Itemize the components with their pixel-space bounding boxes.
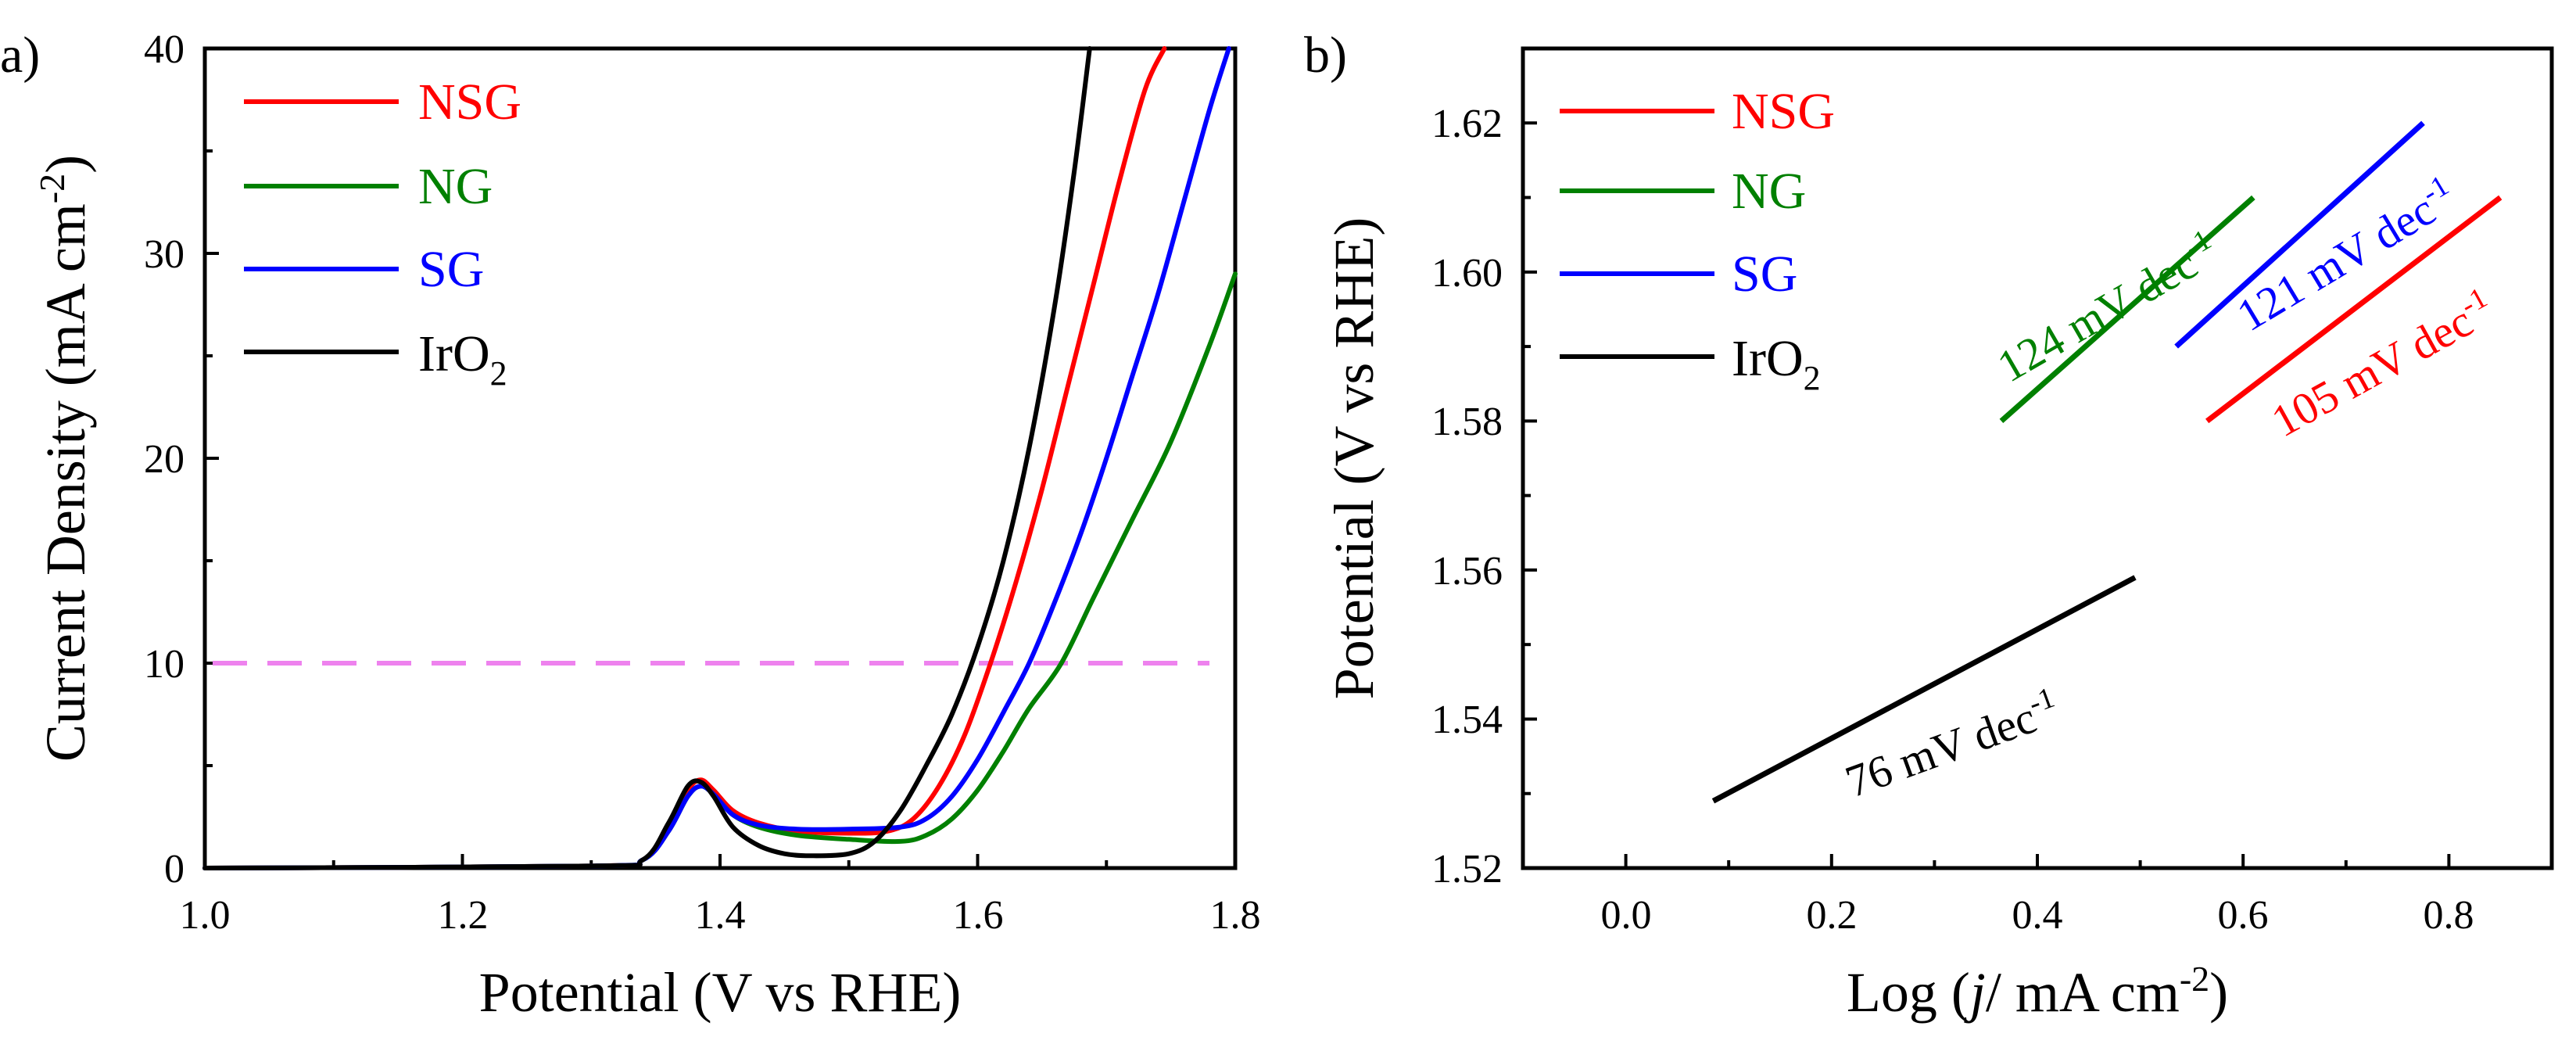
x-tick-label-1-2: 1.2 xyxy=(438,893,489,938)
tafel-line-iro2 xyxy=(1711,575,2137,804)
x-tick-label-0-8: 0.8 xyxy=(2424,893,2474,938)
x-tick-label-0-4: 0.4 xyxy=(2012,893,2063,938)
y-tick-label-1-52: 1.52 xyxy=(1431,847,1503,892)
legend-b-iro2-sub: 2 xyxy=(1804,359,1821,397)
x-tick-label-0-0: 0.0 xyxy=(1601,893,1652,938)
legend-b-sg-label: SG xyxy=(1732,246,1797,303)
legend-a-nsg-label: NSG xyxy=(418,74,521,131)
annotation-nsg-text: 105 mV dec xyxy=(2263,296,2481,447)
x-axis-label-pre: Log ( xyxy=(1847,961,1970,1024)
panel-b-annotations: 124 mV dec-1 121 mV dec-1 105 mV dec-1 7… xyxy=(1838,169,2492,807)
annotation-ng-slope: 124 mV dec-1 xyxy=(1988,223,2227,392)
series-line-a-iro2 xyxy=(202,46,1092,870)
panel-b-x-axis-label: Log (j/ mA cm-2) xyxy=(1847,959,2228,1024)
x-tick-label-0-6: 0.6 xyxy=(2218,893,2269,938)
x-axis-label-mid: / mA cm xyxy=(1986,961,2180,1024)
legend-b-iro2-label: IrO2 xyxy=(1732,330,1821,397)
y-axis-label-main: Current Density (mA cm xyxy=(34,203,97,762)
legend-a-iro2-label: IrO2 xyxy=(418,325,507,393)
y-tick-label-30: 30 xyxy=(144,232,185,277)
y-tick-label-1-58: 1.58 xyxy=(1431,400,1503,444)
panel-a-axes-frame xyxy=(202,46,1238,870)
legend-b-ng-label: NG xyxy=(1732,163,1806,220)
y-tick-label-1-60: 1.60 xyxy=(1431,251,1503,296)
panel-a-ticks xyxy=(203,47,1237,870)
series-line-a-nsg xyxy=(202,46,1167,870)
legend-a-iro2-main: IrO xyxy=(418,325,490,382)
tafel-line-nsg xyxy=(2205,195,2503,424)
x-tick-label-1-8: 1.8 xyxy=(1210,893,1261,938)
series-line-a-ng xyxy=(202,271,1238,870)
y-tick-label-0: 0 xyxy=(164,847,185,892)
y-tick-label-1-54: 1.54 xyxy=(1431,698,1503,742)
series-line-a-sg xyxy=(202,46,1231,870)
x-tick-label-0-2: 0.2 xyxy=(1807,893,1858,938)
y-tick-label-1-62: 1.62 xyxy=(1431,102,1503,146)
annotation-ng-text: 124 mV dec xyxy=(1989,238,2205,393)
panel-a-x-tick-labels: 1.0 1.2 1.4 1.6 1.8 xyxy=(180,893,1261,938)
x-axis-label-tail: ) xyxy=(2209,961,2228,1024)
annotation-iro2-text: 76 mV dec xyxy=(1839,691,2042,807)
x-tick-label-1-0: 1.0 xyxy=(180,893,231,938)
panel-b-series xyxy=(1711,120,2503,804)
x-tick-label-1-4: 1.4 xyxy=(695,893,746,938)
legend-b-iro2-main: IrO xyxy=(1732,330,1804,387)
tafel-line-sg xyxy=(2174,120,2425,349)
annotation-iro2-slope: 76 mV dec-1 xyxy=(1838,681,2065,807)
panel-a-legend: NSG NG SG IrO2 xyxy=(244,74,521,393)
x-tick-label-1-6: 1.6 xyxy=(953,893,1004,938)
y-tick-label-40: 40 xyxy=(144,27,185,72)
y-tick-label-20: 20 xyxy=(144,437,185,482)
panel-a-x-axis-label: Potential (V vs RHE) xyxy=(479,961,962,1024)
y-tick-label-1-56: 1.56 xyxy=(1431,549,1503,594)
tafel-line-ng xyxy=(1999,195,2255,423)
panel-b-y-axis-label: Potential (V vs RHE) xyxy=(1323,217,1385,700)
panel-b: b) 0.0 0.2 0.4 0.6 0.8 1.52 1.54 1.56 1.… xyxy=(1304,27,2554,1024)
panel-a: a) 1.0 1.2 1.4 1.6 1.8 0 10 20 30 40 Pot… xyxy=(0,27,1261,1024)
panel-b-ticks xyxy=(1521,121,2451,870)
y-tick-label-10: 10 xyxy=(144,642,185,687)
panel-b-x-tick-labels: 0.0 0.2 0.4 0.6 0.8 xyxy=(1601,893,2474,938)
x-axis-label-sup: -2 xyxy=(2180,959,2209,999)
panel-b-y-tick-labels: 1.52 1.54 1.56 1.58 1.60 1.62 xyxy=(1431,102,1503,892)
panel-a-series xyxy=(202,46,1238,870)
panel-b-label: b) xyxy=(1304,27,1347,84)
y-axis-label-sup: -2 xyxy=(32,174,72,203)
panel-a-y-axis-label: Current Density (mA cm-2) xyxy=(32,155,97,762)
panel-b-legend: NSG NG SG IrO2 xyxy=(1560,83,1835,397)
legend-b-nsg-label: NSG xyxy=(1732,83,1835,140)
legend-a-iro2-sub: 2 xyxy=(490,354,507,393)
y-axis-label-tail: ) xyxy=(34,155,97,174)
panel-a-label: a) xyxy=(0,27,40,84)
legend-a-sg-label: SG xyxy=(418,241,484,298)
legend-a-ng-label: NG xyxy=(418,158,493,215)
panel-a-y-tick-labels: 0 10 20 30 40 xyxy=(144,27,185,892)
panel-b-axes-frame xyxy=(1521,46,2554,870)
